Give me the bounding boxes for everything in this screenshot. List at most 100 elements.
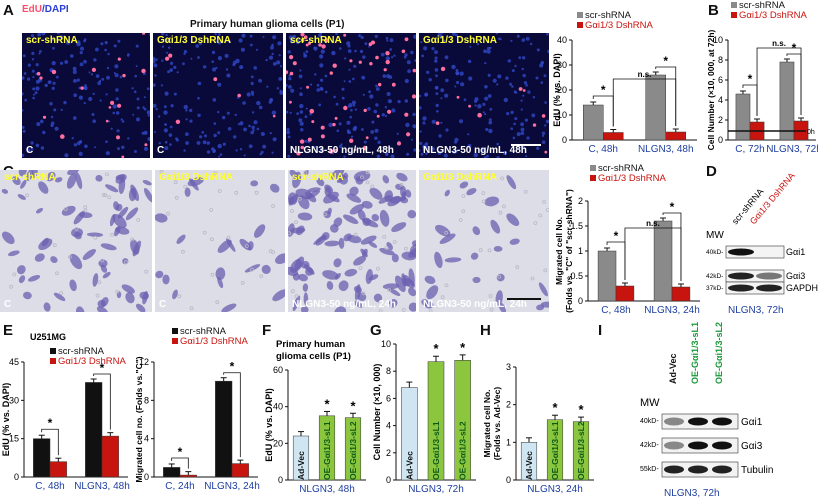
- migrated-cell: [115, 203, 123, 212]
- blot-band: [688, 465, 708, 474]
- dapi-nucleus: [286, 84, 288, 87]
- significance-mark: *: [748, 72, 753, 86]
- dapi-nucleus: [212, 150, 216, 153]
- dapi-nucleus: [226, 73, 231, 78]
- membrane-pore: [523, 189, 528, 194]
- mw-label: MW: [640, 397, 660, 409]
- significance-mark: n.s.: [638, 70, 652, 79]
- dapi-nucleus: [97, 81, 102, 86]
- migrated-cell: [125, 207, 139, 221]
- y-tick-label: 10: [713, 35, 723, 45]
- dapi-nucleus: [523, 81, 528, 85]
- membrane-pore: [530, 276, 535, 281]
- dapi-nucleus: [80, 46, 84, 51]
- dapi-nucleus: [197, 96, 200, 100]
- dapi-nucleus: [203, 65, 207, 69]
- membrane-pore: [209, 237, 214, 242]
- dapi-nucleus: [42, 130, 46, 135]
- migrated-cell: [82, 248, 96, 261]
- dapi-nucleus: [335, 102, 339, 106]
- dapi-nucleus: [60, 108, 63, 111]
- band-label: GAPDH: [786, 283, 818, 293]
- dapi-nucleus: [204, 134, 207, 138]
- dapi-nucleus: [444, 93, 449, 98]
- membrane-pore: [240, 281, 245, 285]
- migrated-cell: [362, 217, 371, 226]
- dapi-nucleus: [76, 40, 81, 45]
- dapi-nucleus: [167, 46, 171, 49]
- dapi-nucleus: [319, 63, 324, 68]
- migrated-cell: [538, 282, 548, 297]
- dapi-nucleus: [404, 53, 408, 57]
- dapi-nucleus: [183, 104, 188, 110]
- dapi-nucleus: [543, 74, 547, 78]
- migrated-cell: [300, 306, 309, 312]
- edu-nucleus: [306, 85, 310, 89]
- migrated-cell: [117, 206, 129, 219]
- dapi-nucleus: [251, 111, 255, 114]
- dapi-nucleus: [228, 40, 231, 43]
- legend-entry: scr-shRNA: [739, 0, 786, 11]
- y-tick-label: 0: [14, 472, 19, 482]
- dapi-nucleus: [497, 74, 502, 79]
- membrane-pore: [392, 240, 397, 244]
- dapi-nucleus: [59, 35, 63, 39]
- lane-label: OE-Gαi1/3-sL2: [714, 322, 724, 384]
- migrated-cell: [353, 255, 367, 266]
- dapi-nucleus: [486, 154, 489, 158]
- dapi-nucleus: [485, 127, 489, 132]
- dapi-nucleus: [235, 149, 238, 152]
- dapi-nucleus: [64, 153, 69, 158]
- dapi-nucleus: [314, 73, 317, 76]
- dapi-nucleus: [72, 66, 77, 71]
- y-tick-label: 40: [557, 35, 567, 45]
- dapi-nucleus: [413, 148, 416, 152]
- dapi-nucleus: [272, 35, 277, 40]
- dapi-nucleus: [276, 87, 280, 90]
- dapi-nucleus: [157, 115, 161, 118]
- membrane-pore: [458, 218, 463, 222]
- dapi-nucleus: [488, 128, 493, 134]
- migration-caption: scr-shRNA: [292, 172, 344, 183]
- dapi-nucleus: [26, 148, 31, 153]
- dapi-nucleus: [79, 140, 82, 143]
- dapi-nucleus: [136, 117, 140, 122]
- y-tick-label: 30: [557, 60, 567, 70]
- migrated-cell: [142, 290, 149, 305]
- y-tick-label: 0: [578, 296, 583, 306]
- migrated-cell: [379, 247, 395, 256]
- dapi-nucleus: [22, 129, 26, 133]
- dapi-nucleus: [277, 41, 282, 46]
- dapi-nucleus: [115, 88, 119, 92]
- dapi-nucleus: [65, 40, 71, 45]
- migrated-cell: [324, 184, 334, 194]
- migrated-cell: [424, 301, 434, 309]
- blot-band: [712, 441, 732, 450]
- legend-swatch: [172, 338, 178, 344]
- migrated-cell: [116, 291, 122, 299]
- migrated-cell: [115, 173, 127, 184]
- dapi-nucleus: [224, 53, 229, 58]
- migrated-cell: [189, 178, 199, 191]
- edu-nucleus: [383, 68, 387, 72]
- membrane-pore: [25, 193, 30, 198]
- dapi-nucleus: [163, 105, 167, 109]
- dapi-nucleus: [142, 106, 145, 109]
- dapi-nucleus: [259, 152, 263, 156]
- significance-bracket: [756, 47, 802, 116]
- blot-band: [688, 441, 708, 450]
- dapi-nucleus: [359, 49, 364, 54]
- dapi-nucleus: [219, 153, 223, 156]
- dapi-nucleus: [425, 152, 428, 155]
- dapi-nucleus: [148, 33, 150, 36]
- dapi-nucleus: [163, 128, 168, 133]
- dapi-nucleus: [213, 122, 217, 125]
- dapi-nucleus: [385, 153, 389, 156]
- dapi-nucleus: [22, 126, 25, 129]
- dapi-nucleus: [165, 51, 169, 54]
- migrated-cell: [459, 181, 469, 189]
- dapi-nucleus: [36, 122, 41, 127]
- dapi-nucleus: [199, 135, 203, 139]
- dapi-nucleus: [119, 75, 123, 79]
- dapi-nucleus: [116, 111, 120, 115]
